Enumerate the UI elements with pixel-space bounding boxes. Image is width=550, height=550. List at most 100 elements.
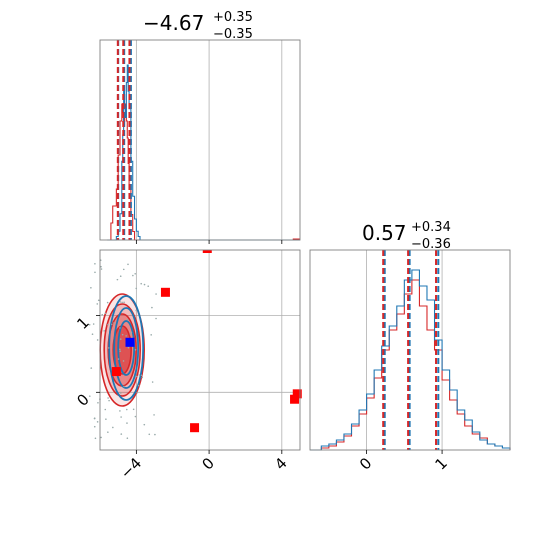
- marker-red: [111, 367, 121, 377]
- scatter-point: [135, 287, 138, 290]
- param2-title-plus: +0.34: [411, 220, 451, 235]
- scatter-point: [107, 347, 110, 349]
- scatter-point: [120, 433, 123, 435]
- scatter-point: [119, 301, 122, 303]
- scatter-point: [126, 422, 128, 424]
- scatter-point: [141, 376, 144, 379]
- scatter-point: [134, 415, 137, 418]
- scatter-point: [121, 333, 124, 336]
- scatter-point: [96, 303, 99, 305]
- marker-red: [190, 423, 200, 433]
- scatter-point: [155, 293, 157, 295]
- scatter-point: [107, 323, 109, 326]
- scatter-point: [97, 401, 99, 404]
- scatter-point: [119, 410, 121, 412]
- scatter-point: [123, 385, 125, 388]
- scatter-point: [119, 392, 122, 394]
- scatter-point: [119, 338, 122, 340]
- scatter-point: [97, 299, 100, 302]
- scatter-point: [101, 313, 104, 316]
- histogram-blue: [310, 269, 511, 451]
- scatter-point: [134, 348, 137, 351]
- scatter-point: [151, 306, 153, 309]
- scatter-point: [150, 334, 152, 336]
- scatter-point: [107, 397, 109, 399]
- scatter-point: [126, 318, 129, 321]
- scatter-point: [119, 348, 121, 351]
- scatter-point: [140, 282, 142, 285]
- x-tick-label: 0: [198, 454, 217, 473]
- scatter-point: [103, 330, 106, 332]
- param1-title-median: −4.67: [143, 11, 204, 35]
- scatter-point: [138, 374, 141, 376]
- scatter-point: [127, 263, 129, 266]
- scatter-point: [122, 360, 125, 362]
- scatter-point: [108, 399, 110, 402]
- scatter-point: [94, 262, 96, 265]
- scatter-point: [100, 436, 102, 439]
- scatter-point: [105, 418, 107, 420]
- x-tick-label: 4: [271, 454, 290, 473]
- scatter-point: [88, 323, 91, 326]
- density-contour-blue: [113, 307, 140, 389]
- panel-frame: [99, 39, 301, 241]
- scatter-point: [113, 322, 115, 324]
- scatter-point: [104, 408, 107, 411]
- scatter-point: [107, 431, 109, 433]
- scatter-point: [134, 272, 137, 275]
- scatter-point: [90, 367, 93, 369]
- x-tick-label: −4: [117, 454, 145, 482]
- scatter-point: [143, 283, 146, 286]
- scatter-point: [154, 433, 156, 436]
- scatter-point: [155, 317, 157, 320]
- panel-frame: [309, 249, 511, 451]
- scatter-point: [119, 350, 122, 352]
- scatter-point: [129, 333, 132, 335]
- scatter-point: [117, 358, 120, 360]
- scatter-point: [96, 339, 99, 341]
- marker-blue: [125, 337, 135, 347]
- joint-density-panel: [88, 250, 302, 450]
- scatter-point: [148, 433, 151, 436]
- param2-title-minus: −0.36: [411, 237, 451, 252]
- scatter-point: [153, 414, 155, 416]
- x-tick-label: 0: [356, 454, 375, 473]
- scatter-point: [123, 301, 125, 304]
- marker-red: [160, 287, 170, 297]
- scatter-point: [136, 391, 138, 394]
- scatter-point: [91, 333, 94, 336]
- scatter-point: [100, 268, 103, 270]
- scatter-point: [135, 309, 138, 312]
- marker-red: [202, 250, 212, 253]
- scatter-point: [119, 327, 121, 329]
- scatter-point: [93, 425, 96, 428]
- panel-frame: [99, 249, 301, 451]
- scatter-point: [100, 265, 102, 268]
- scatter-point: [106, 301, 109, 304]
- scatter-point: [93, 417, 96, 420]
- scatter-point: [132, 274, 134, 277]
- scatter-point: [119, 275, 122, 278]
- param2-title-median: 0.57: [362, 221, 407, 245]
- scatter-point: [143, 423, 146, 426]
- y-tick-label: 1: [73, 313, 92, 332]
- scatter-point: [90, 287, 92, 289]
- scatter-point: [140, 374, 143, 377]
- scatter-point: [94, 271, 96, 274]
- density-contour-blue: [117, 320, 136, 376]
- scatter-point: [125, 335, 127, 337]
- scatter-point: [125, 408, 128, 411]
- y-tick-label: 0: [73, 390, 92, 409]
- scatter-point: [112, 426, 114, 429]
- scatter-point: [130, 331, 133, 334]
- histogram-param1-panel: [107, 40, 300, 241]
- scatter-point: [126, 437, 129, 439]
- histogram-param2-panel: [310, 250, 511, 451]
- scatter-point: [122, 268, 125, 271]
- scatter-point: [127, 346, 130, 349]
- scatter-point: [88, 395, 91, 397]
- scatter-point: [104, 312, 107, 315]
- scatter-point: [92, 323, 95, 325]
- scatter-point: [151, 381, 154, 383]
